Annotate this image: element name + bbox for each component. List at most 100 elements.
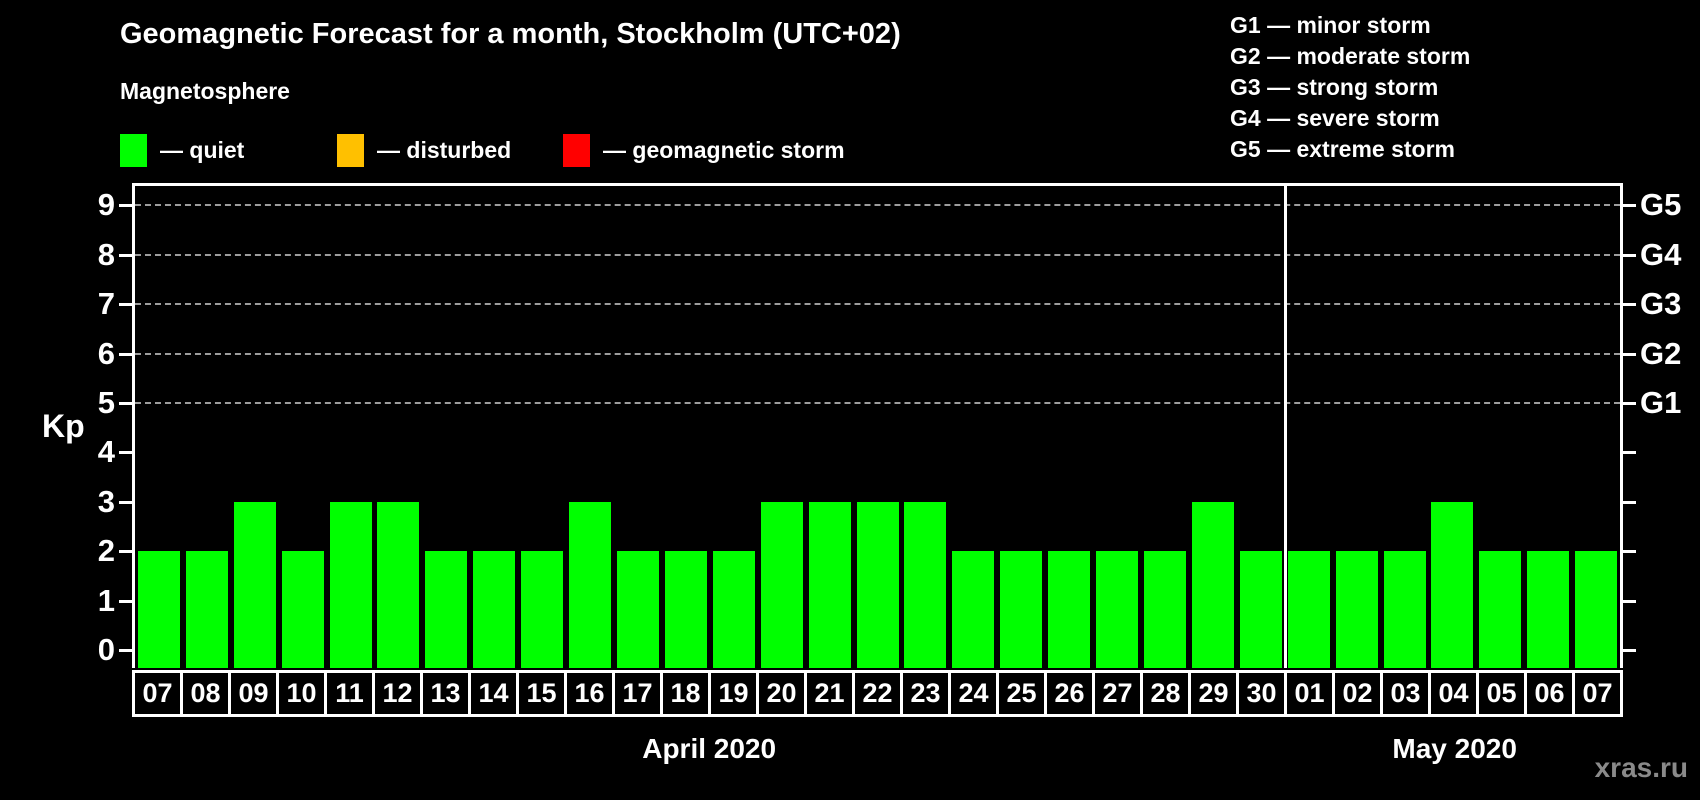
bar-slot xyxy=(614,186,662,668)
tick-right-kp-3 xyxy=(1623,500,1636,504)
date-cell: 25 xyxy=(996,670,1047,717)
bar-day-03 xyxy=(1383,551,1426,668)
bar-slot xyxy=(566,186,614,668)
bar-slot xyxy=(1333,186,1381,668)
bar-slot xyxy=(1285,186,1333,668)
tick-right-kp-7 xyxy=(1623,303,1636,307)
bar-slot xyxy=(710,186,758,668)
date-cell: 23 xyxy=(900,670,951,717)
date-cell: 08 xyxy=(180,670,231,717)
date-cell: 07 xyxy=(132,670,183,717)
g-scale-legend-line: G5 — extreme storm xyxy=(1230,136,1455,162)
g-scale-tick-label: G3 xyxy=(1640,286,1682,322)
bar-slot xyxy=(1476,186,1524,668)
tick-right-kp-9 xyxy=(1623,204,1636,208)
date-cell: 30 xyxy=(1236,670,1287,717)
tick-right-kp-5 xyxy=(1623,402,1636,405)
month-label: April 2020 xyxy=(642,733,777,764)
tick-left-kp-6 xyxy=(119,352,132,356)
bar-day-09 xyxy=(233,501,276,668)
bar-day-21 xyxy=(808,501,851,668)
bar-day-15 xyxy=(521,551,564,668)
g-scale-legend-line: G3 — strong storm xyxy=(1230,74,1439,100)
bar-slot xyxy=(183,186,231,668)
bar-day-14 xyxy=(473,551,516,668)
bar-slot xyxy=(1093,186,1141,668)
date-cell: 09 xyxy=(228,670,279,717)
date-cell: 10 xyxy=(276,670,327,717)
gridline-kp-6 xyxy=(135,352,1620,355)
tick-left-kp-4 xyxy=(119,451,132,455)
g-scale-tick-label: G4 xyxy=(1640,236,1682,272)
bar-day-11 xyxy=(329,501,372,668)
date-cell: 24 xyxy=(948,670,999,717)
bar-day-07 xyxy=(1575,551,1618,668)
bar-slot xyxy=(135,186,183,668)
storm-swatch-icon xyxy=(563,133,590,167)
gridline-kp-9 xyxy=(135,204,1620,207)
bar-slot xyxy=(997,186,1045,668)
bar-day-28 xyxy=(1143,551,1186,668)
date-axis: 07 08 09 10 11 12 13 14 15 16 17 18 19 20 21 22 23 24 25 26… xyxy=(132,670,1623,717)
bar-slot xyxy=(806,186,854,668)
gridline-kp-5 xyxy=(135,402,1620,404)
bar-day-29 xyxy=(1191,501,1234,668)
bar-day-16 xyxy=(569,501,612,668)
y-tick-label: 3 xyxy=(97,483,115,519)
tick-left-kp-0 xyxy=(119,649,132,652)
bar-slot xyxy=(1189,186,1237,668)
chart-title: Geomagnetic Forecast for a month, Stockh… xyxy=(120,18,901,50)
y-tick-label: 7 xyxy=(97,286,115,322)
tick-left-kp-9 xyxy=(119,204,132,208)
bar-day-08 xyxy=(185,551,228,668)
tick-right-kp-0 xyxy=(1623,649,1636,652)
bar-slot xyxy=(1428,186,1476,668)
tick-right-kp-6 xyxy=(1623,352,1636,356)
y-tick-label: 0 xyxy=(97,632,115,667)
g-scale-tick-label: G5 xyxy=(1640,187,1682,223)
bar-day-22 xyxy=(856,501,899,668)
y-tick-label: 2 xyxy=(97,533,115,569)
y-tick-label: 9 xyxy=(97,187,115,223)
disturbed-swatch-icon xyxy=(337,133,364,167)
y-tick-label: 6 xyxy=(97,335,115,371)
bar-day-19 xyxy=(712,551,755,668)
bar-slot xyxy=(662,186,710,668)
date-cell: 26 xyxy=(1044,670,1095,717)
date-cell: 28 xyxy=(1140,670,1191,717)
date-cell: 07 xyxy=(1572,670,1623,717)
date-cell: 11 xyxy=(324,670,375,717)
legend-item-storm: — geomagnetic storm xyxy=(563,132,845,168)
date-cell: 01 xyxy=(1284,670,1335,717)
bar-day-27 xyxy=(1096,551,1139,668)
bar-day-13 xyxy=(425,551,468,668)
g-scale-legend-line: G1 — minor storm xyxy=(1230,12,1431,38)
magnetosphere-label: Magnetosphere xyxy=(120,78,290,104)
date-cell: 20 xyxy=(756,670,807,717)
bar-slot xyxy=(422,186,470,668)
color-legend: — quiet — disturbed — geomagnetic storm xyxy=(0,132,1700,168)
date-cell: 29 xyxy=(1188,670,1239,717)
tick-right-kp-2 xyxy=(1623,550,1636,554)
bar-slot xyxy=(1237,186,1285,668)
bar-slot xyxy=(231,186,279,668)
gridline-kp-7 xyxy=(135,303,1620,306)
bar-day-05 xyxy=(1479,551,1522,668)
legend-item-label: — geomagnetic storm xyxy=(603,136,845,163)
bar-day-17 xyxy=(617,551,660,668)
date-cell: 14 xyxy=(468,670,519,717)
plot-area: 0 1 2 3 4 5 6 7 8 9 G1 G2 G3 G4 G5 xyxy=(98,183,1681,668)
bar-day-18 xyxy=(664,551,707,668)
g-scale-tick-label: G1 xyxy=(1640,385,1682,420)
tick-right-kp-1 xyxy=(1623,599,1636,603)
legend-item-label: — disturbed xyxy=(377,136,512,163)
date-cell: 15 xyxy=(516,670,567,717)
y-axis-title: Kp xyxy=(42,408,85,444)
bars-row xyxy=(135,186,1620,668)
bar-day-30 xyxy=(1239,551,1282,668)
tick-left-kp-5 xyxy=(119,402,132,405)
date-cell: 12 xyxy=(372,670,423,717)
date-cell: 27 xyxy=(1092,670,1143,717)
bar-day-01 xyxy=(1287,551,1330,668)
bar-slot xyxy=(518,186,566,668)
